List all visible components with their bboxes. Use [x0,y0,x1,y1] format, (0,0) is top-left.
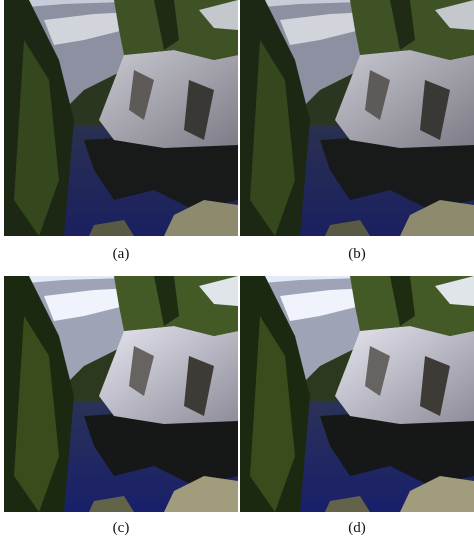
panel-label: (b) [240,246,474,263]
photo [240,276,474,512]
figure-page: (a) (b) (c) (d) (() => { const data = JS… [0,0,474,544]
photo [4,0,238,236]
panel-label: (a) [4,246,238,263]
photo [240,0,474,236]
panel-label: (c) [4,520,238,537]
photo [4,276,238,512]
panel-label: (d) [240,520,474,537]
